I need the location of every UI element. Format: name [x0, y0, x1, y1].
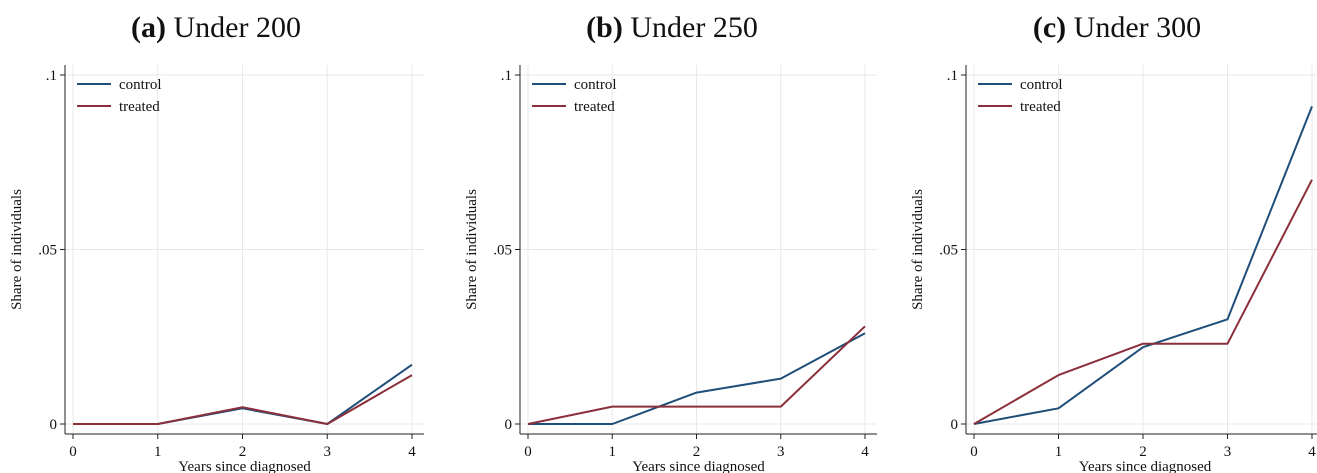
x-axis-label: Years since diagnosed: [178, 459, 311, 473]
panel-tag: (b): [586, 11, 623, 44]
y-tick-label: 0: [951, 417, 959, 433]
legend-label-treated: treated: [1020, 99, 1061, 115]
x-axis-label: Years since diagnosed: [632, 459, 765, 473]
y-tick-label: .1: [46, 68, 57, 84]
series-line-treated: [73, 374, 413, 425]
chart-panel-2: (c) Under 300 0 .05 .1 0 1 2 3 4 Years since diag…: [910, 11, 1317, 473]
panel-title: (b) Under 250: [586, 11, 758, 44]
x-tick-label: 4: [1308, 444, 1316, 460]
x-tick-label: 3: [1224, 444, 1232, 460]
legend-label-treated: treated: [119, 99, 160, 115]
panel-tag: (a): [131, 11, 166, 44]
x-tick-label: 4: [861, 444, 869, 460]
x-tick-label: 0: [524, 444, 532, 460]
series-line-treated: [973, 179, 1313, 425]
x-tick-label: 2: [239, 444, 247, 460]
y-tick-label: .05: [939, 243, 958, 259]
y-tick-label: 0: [505, 417, 513, 433]
y-tick-label: 0: [50, 417, 58, 433]
legend-label-control: control: [574, 77, 617, 93]
y-tick-label: .05: [38, 243, 57, 259]
y-axis-label: Share of individuals: [910, 189, 926, 310]
x-tick-label: 4: [408, 444, 416, 460]
x-axis-label: Years since diagnosed: [1079, 459, 1212, 473]
series-line-control: [528, 332, 866, 425]
chart-panel-0: (a) Under 200 0 .05 .1 0 1 2 3 4 Years since diag…: [9, 11, 424, 473]
x-tick-label: 1: [609, 444, 617, 460]
x-tick-label: 2: [693, 444, 701, 460]
x-tick-label: 2: [1139, 444, 1147, 460]
panel-title-text: Under 300: [1066, 11, 1201, 44]
series-line-treated: [527, 325, 866, 425]
legend-label-treated: treated: [574, 99, 615, 115]
series-line-control: [973, 106, 1313, 425]
x-tick-label: 1: [1055, 444, 1063, 460]
panel-title: (c) Under 300: [1033, 11, 1201, 44]
chart-panel-1: (b) Under 250 0 .05 .1 0 1 2 3 4 Years since diag…: [464, 11, 877, 473]
panel-title-text: Under 200: [166, 11, 301, 44]
x-tick-label: 1: [154, 444, 162, 460]
x-tick-label: 0: [69, 444, 77, 460]
legend-label-control: control: [1020, 77, 1063, 93]
panel-title: (a) Under 200: [131, 11, 301, 44]
x-tick-label: 0: [970, 444, 978, 460]
x-tick-label: 3: [324, 444, 332, 460]
y-tick-label: .05: [493, 243, 512, 259]
y-tick-label: .1: [947, 68, 958, 84]
y-axis-label: Share of individuals: [464, 189, 480, 310]
legend-label-control: control: [119, 77, 162, 93]
panel-title-text: Under 250: [623, 11, 758, 44]
y-tick-label: .1: [501, 68, 512, 84]
x-tick-label: 3: [777, 444, 785, 460]
y-axis-label: Share of individuals: [9, 189, 25, 310]
panel-tag: (c): [1033, 11, 1066, 44]
